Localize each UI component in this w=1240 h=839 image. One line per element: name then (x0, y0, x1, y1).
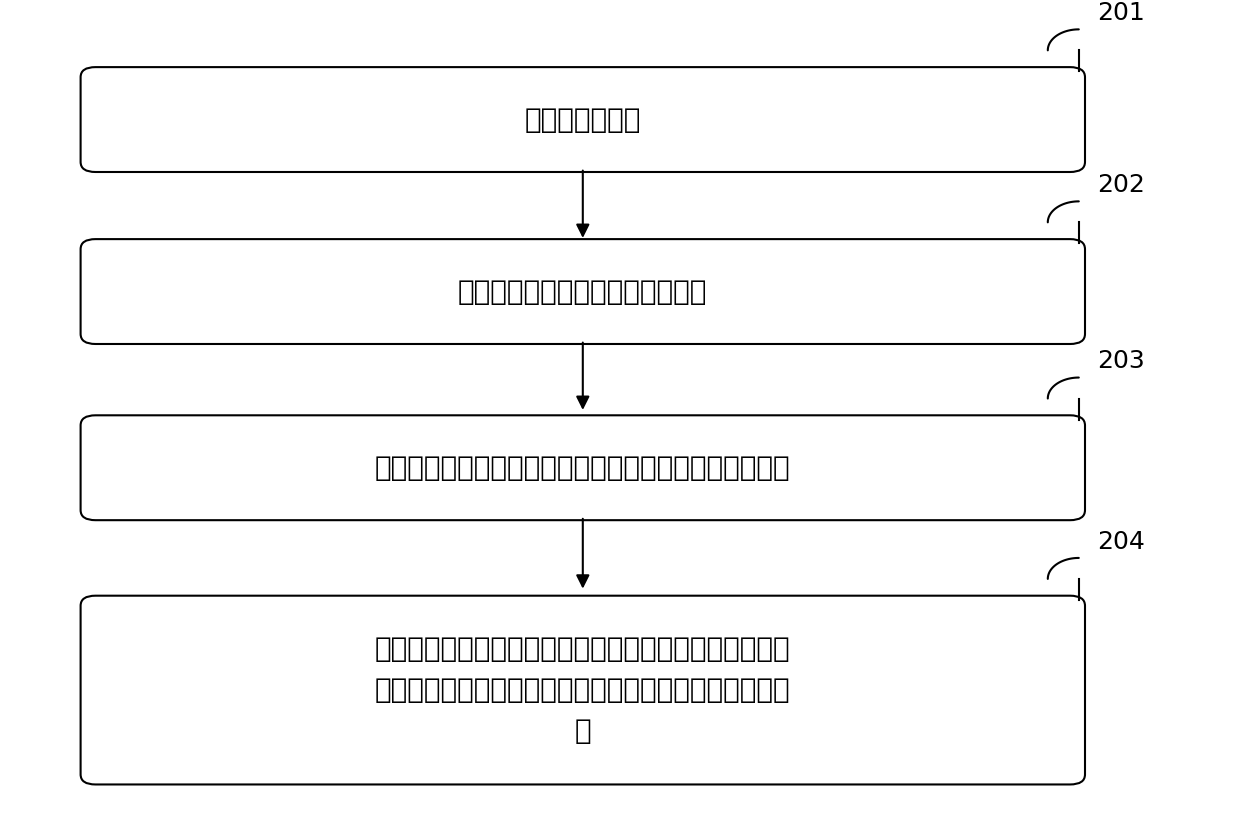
FancyBboxPatch shape (81, 239, 1085, 344)
Text: 获取待匹配数据: 获取待匹配数据 (525, 106, 641, 133)
Text: 根据所述关键信息，匹配与所述关键信息对应的业务场景: 根据所述关键信息，匹配与所述关键信息对应的业务场景 (374, 454, 791, 482)
Text: 提取所述待匹配数据中的关键信息: 提取所述待匹配数据中的关键信息 (458, 278, 708, 305)
FancyBboxPatch shape (81, 596, 1085, 784)
Text: 202: 202 (1097, 173, 1146, 197)
FancyBboxPatch shape (81, 415, 1085, 520)
Text: 确定与所述业务场景对应的预先训练的算法模型，将所述
待匹配数据输入至所述算法模型，并输出相似度的计算结
果: 确定与所述业务场景对应的预先训练的算法模型，将所述 待匹配数据输入至所述算法模型… (374, 635, 791, 745)
FancyBboxPatch shape (81, 67, 1085, 172)
Text: 204: 204 (1097, 529, 1146, 554)
Text: 203: 203 (1097, 349, 1146, 373)
Text: 201: 201 (1097, 1, 1146, 25)
